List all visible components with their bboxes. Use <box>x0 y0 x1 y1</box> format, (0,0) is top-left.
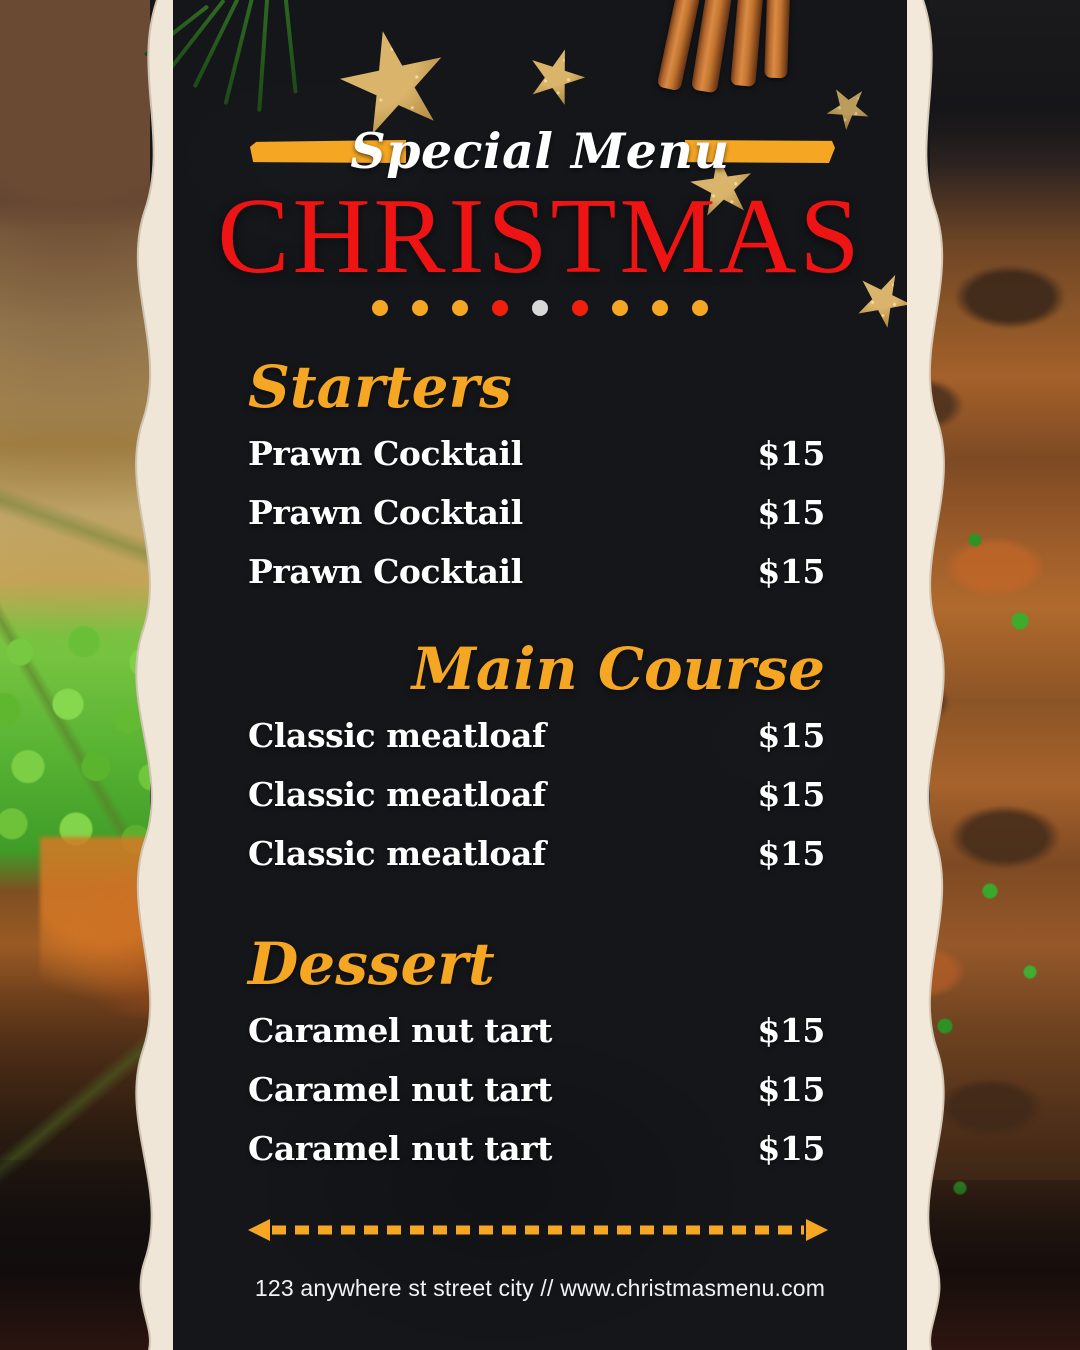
section-starters: Starters Prawn Cocktail $15 Prawn Cockta… <box>248 358 825 591</box>
section-heading-dessert: Dessert <box>248 930 495 998</box>
item-price: $15 <box>757 552 825 591</box>
item-price: $15 <box>757 1070 825 1109</box>
item-name: Caramel nut tart <box>248 1129 552 1168</box>
item-name: Prawn Cocktail <box>248 434 523 473</box>
divider-dot <box>452 300 468 316</box>
item-price: $15 <box>757 1129 825 1168</box>
menu-row: Classic meatloaf $15 <box>248 834 825 873</box>
item-name: Prawn Cocktail <box>248 493 523 532</box>
menu-row: Prawn Cocktail $15 <box>248 552 825 591</box>
menu-row: Prawn Cocktail $15 <box>248 434 825 473</box>
divider-dot <box>412 300 428 316</box>
divider-dot <box>492 300 508 316</box>
section-heading-starters: Starters <box>248 353 512 421</box>
divider-dot <box>532 300 548 316</box>
menu-row: Caramel nut tart $15 <box>248 1070 825 1109</box>
menu-row: Classic meatloaf $15 <box>248 775 825 814</box>
item-name: Prawn Cocktail <box>248 552 523 591</box>
item-name: Caramel nut tart <box>248 1011 552 1050</box>
item-price: $15 <box>757 1011 825 1050</box>
item-price: $15 <box>757 775 825 814</box>
arrow-right-head-icon <box>806 1219 828 1241</box>
item-price: $15 <box>757 834 825 873</box>
menu-row: Caramel nut tart $15 <box>248 1011 825 1050</box>
items-main-course: Classic meatloaf $15 Classic meatloaf $1… <box>248 716 825 873</box>
eyebrow-text: Special Menu <box>350 122 730 180</box>
item-name: Caramel nut tart <box>248 1070 552 1109</box>
items-dessert: Caramel nut tart $15 Caramel nut tart $1… <box>248 1011 825 1168</box>
menu-row: Caramel nut tart $15 <box>248 1129 825 1168</box>
item-price: $15 <box>757 434 825 473</box>
item-name: Classic meatloaf <box>248 834 546 873</box>
arrow-left-head-icon <box>248 1219 270 1241</box>
eyebrow-row: Special Menu <box>0 122 1080 180</box>
section-dessert: Dessert Caramel nut tart $15 Caramel nut… <box>248 935 825 1168</box>
divider-dot <box>572 300 588 316</box>
divider-dot <box>612 300 628 316</box>
wavy-edge-right <box>907 0 953 1350</box>
menu-panel <box>150 0 930 1350</box>
divider-dot <box>652 300 668 316</box>
footer-divider-arrow <box>248 1218 828 1242</box>
item-price: $15 <box>757 716 825 755</box>
item-name: Classic meatloaf <box>248 775 546 814</box>
item-price: $15 <box>757 493 825 532</box>
wavy-edge-left <box>127 0 173 1350</box>
panel-texture <box>150 0 930 1350</box>
menu-row: Prawn Cocktail $15 <box>248 493 825 532</box>
item-name: Classic meatloaf <box>248 716 546 755</box>
divider-dot <box>692 300 708 316</box>
section-main-course: Main Course Classic meatloaf $15 Classic… <box>248 640 825 873</box>
footer-contact-text: 123 anywhere st street city // www.chris… <box>254 1275 826 1301</box>
divider-dots <box>0 300 1080 320</box>
divider-dot <box>372 300 388 316</box>
items-starters: Prawn Cocktail $15 Prawn Cocktail $15 Pr… <box>248 434 825 591</box>
page-title: CHRISTMAS <box>217 177 863 296</box>
menu-row: Classic meatloaf $15 <box>248 716 825 755</box>
section-heading-main-course: Main Course <box>411 635 825 703</box>
